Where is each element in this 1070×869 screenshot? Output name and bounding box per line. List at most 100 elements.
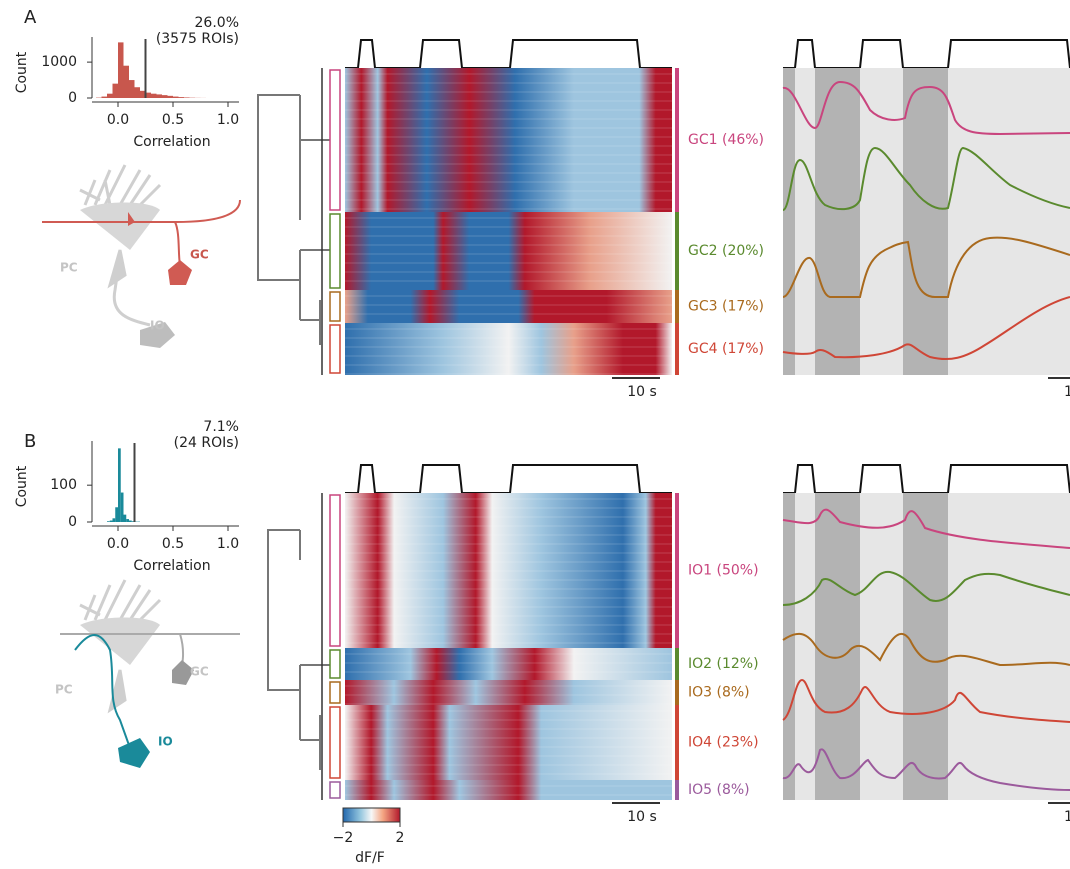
dendro-leaf [330,325,340,373]
heatmap-block [345,290,672,323]
hist-bar [151,94,157,98]
stim-off [783,493,795,800]
cluster-bar [675,705,679,780]
trace-scale-label: 1 [1064,809,1070,825]
x-axis-label: Correlation [133,558,210,574]
hist-bar [102,97,108,98]
cluster-label: GC3 (17%) [688,299,764,315]
y-axis-label: Count [14,51,30,93]
dendro-leaf [330,214,340,288]
y-axis-label: Count [14,465,30,507]
cluster-label: IO2 (12%) [688,656,759,672]
cluster-label: GC2 (20%) [688,243,764,259]
dendro-leaf [330,292,340,321]
dendro-leaf [330,495,340,646]
hist-bar [107,521,110,522]
stimulus [345,465,672,493]
annotation: (3575 ROIs) [156,31,239,47]
annotation: (24 ROIs) [174,435,239,451]
cell-label: GC [190,665,209,679]
hist-bar [135,87,141,98]
heatmap-block [345,212,672,290]
heatmap-block [345,680,672,705]
dendro-leaf [330,707,340,778]
cartoon-a [42,165,240,348]
y-tick-label: 0 [68,514,77,530]
cell-label: IO [158,735,173,749]
x-tick-label: 0.5 [162,112,184,128]
cell-label: PC [60,261,78,275]
heatmap-block [345,648,672,680]
cluster-bar [675,323,679,375]
cell-label: GC [190,248,209,262]
hist-bar [124,515,127,522]
decoration [258,95,330,345]
hist-bar [113,518,116,522]
x-tick-label: 0.5 [162,536,184,552]
cluster-label: IO4 (23%) [688,735,759,751]
hist-bar [118,42,124,98]
cluster-label: IO3 (8%) [688,685,750,701]
x-tick-label: 1.0 [217,536,239,552]
cluster-bar [675,780,679,800]
cluster-label: GC1 (46%) [688,132,764,148]
hist-bar [129,521,132,522]
scale-bar-label: 10 s [627,384,657,400]
decoration [268,530,330,770]
stim-off [903,493,948,800]
cell-label: PC [55,683,73,697]
stim-off [783,68,795,375]
cartoon-b [60,580,240,768]
scale-bar-label: 10 s [627,809,657,825]
cluster-label: IO5 (8%) [688,782,750,798]
cluster-label: IO1 (50%) [688,563,759,579]
cluster-bar [675,680,679,705]
cluster-bar [675,212,679,290]
cluster-bar [675,290,679,323]
cell-label: IO [150,319,165,333]
hist-bar [121,493,124,522]
annotation: 26.0% [195,15,239,31]
y-tick-label: 1000 [41,54,77,70]
cluster-bar [675,493,679,648]
dendro-leaf [330,650,340,678]
hist-bar [124,66,130,98]
x-tick-label: 0.0 [107,536,129,552]
colorbar-tick-label: −2 [333,830,354,846]
heatmap-block [345,705,672,780]
stim-off [903,68,948,375]
y-tick-label: 0 [68,90,77,106]
hist-bar [129,80,135,98]
stimulus [783,40,1070,68]
colorbar-label: dF/F [355,850,385,866]
hist-bar [179,97,185,98]
dendro-leaf [330,782,340,798]
x-tick-label: 0.0 [107,112,129,128]
x-tick-label: 1.0 [217,112,239,128]
hist-bar [107,94,113,98]
trace-scale-label: 1 [1064,384,1070,400]
cluster-bar [675,648,679,680]
decoration [80,165,160,205]
hist-bar [126,519,129,522]
colorbar [343,808,400,822]
decoration [118,738,150,768]
decoration [80,580,160,620]
x-axis-label: Correlation [133,134,210,150]
hist-bar [184,97,190,98]
cluster-bar [675,68,679,212]
hist-bar [173,97,179,98]
decoration [168,260,192,285]
cluster-label: GC4 (17%) [688,341,764,357]
heatmap-block [345,323,672,375]
colorbar-tick-label: 2 [396,830,405,846]
heatmap-block [345,68,672,212]
dendro-leaf [330,70,340,210]
stimulus [783,465,1070,493]
hist-bar [157,94,163,98]
dendro-leaf [330,682,340,703]
decoration [80,203,160,251]
panel-label: B [24,431,36,452]
figure: 0 1000 0.0 0.5 1.0 Correlation Count 26.0%(3575… [0,0,1070,869]
hist-bar [162,95,168,98]
